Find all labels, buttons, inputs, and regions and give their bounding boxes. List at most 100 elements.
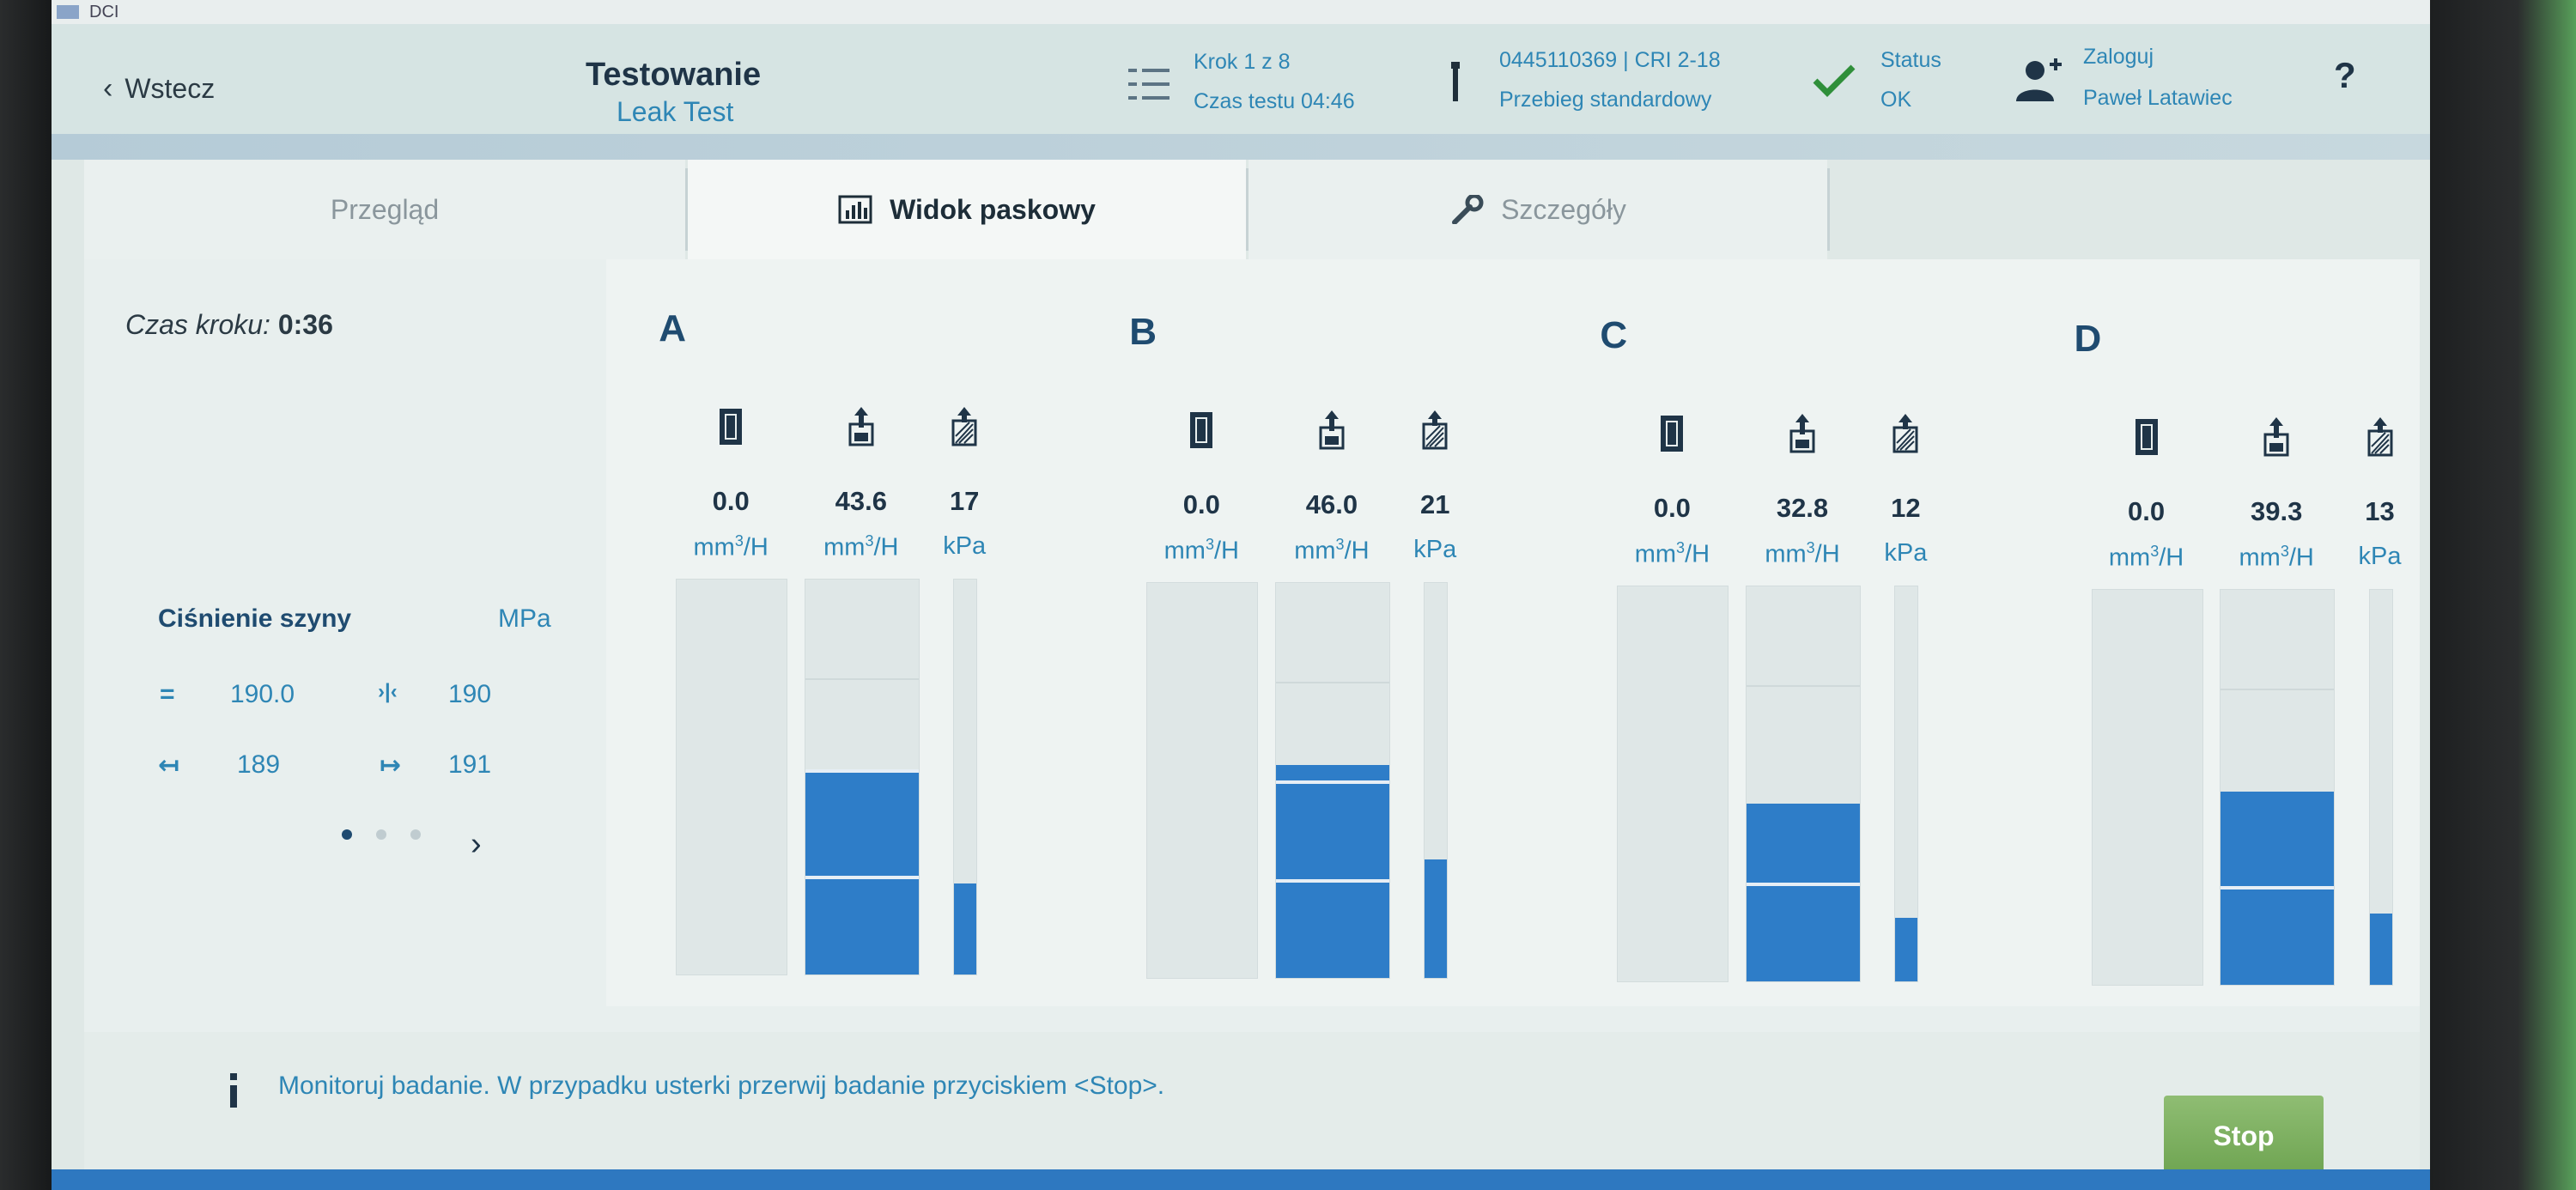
- column-unit: mm3/H: [1765, 539, 1840, 568]
- column-value: 13: [2365, 496, 2395, 526]
- limit-mark: [805, 768, 919, 773]
- run-type: Przebieg standardowy: [1499, 88, 1712, 112]
- test-time: Czas testu 04:46: [1194, 89, 1355, 113]
- injector-icon: [1449, 62, 1461, 101]
- level-bar: [2368, 589, 2393, 986]
- injector-solid-icon: [717, 405, 744, 446]
- tab-label: Szczegóły: [1501, 193, 1626, 225]
- chevron-left-icon: ‹: [103, 72, 113, 105]
- column-value: 39.3: [2250, 496, 2303, 526]
- limit-mark: [805, 876, 919, 879]
- limit-mark: [1275, 780, 1389, 784]
- status-label: Status: [1880, 48, 1941, 72]
- window-titlebar: DCI: [52, 0, 2430, 24]
- page-subtitle: Leak Test: [617, 96, 734, 127]
- column-unit: kPa: [1413, 536, 1457, 563]
- info-icon: [228, 1073, 239, 1108]
- window-title: DCI: [89, 3, 119, 21]
- level-bar: [1146, 582, 1259, 979]
- column-unit: mm3/H: [1634, 539, 1710, 568]
- tab-bar: Przegląd Widok paskowy Szczegóły: [84, 160, 1830, 259]
- injector-solid-icon: [2133, 416, 2160, 457]
- app-icon: [57, 5, 79, 19]
- tab-separator: [685, 168, 688, 251]
- bar-chart-icon: [838, 195, 872, 224]
- column-unit: mm3/H: [2239, 543, 2314, 572]
- column-unit: mm3/H: [823, 532, 899, 562]
- column-value: 32.8: [1776, 493, 1829, 523]
- tab-overview[interactable]: Przegląd: [84, 160, 685, 259]
- help-button[interactable]: ?: [2334, 55, 2356, 95]
- rail-pressure-min: 189: [237, 750, 281, 779]
- part-number: 0445110369 | CRI 2-18: [1499, 48, 1721, 72]
- back-button[interactable]: ‹ Wstecz: [103, 72, 215, 106]
- level-fill: [954, 883, 977, 974]
- user-name: Paweł Latawiec: [2083, 86, 2233, 110]
- level-bar: [1746, 586, 1861, 982]
- monitor-bezel-right: [2430, 0, 2576, 1190]
- level-bar: [1424, 582, 1449, 979]
- injector-pressure-icon: [1421, 409, 1449, 450]
- injector-pressure-icon: [2366, 416, 2394, 457]
- page-dot[interactable]: [376, 829, 386, 840]
- column-value: 12: [1891, 493, 1921, 523]
- back-label: Wstecz: [125, 73, 216, 104]
- monitor-bezel-left: [0, 0, 52, 1190]
- group-letter-a: A: [659, 307, 686, 349]
- column-unit: mm3/H: [1294, 536, 1370, 565]
- page-dot[interactable]: [410, 829, 421, 840]
- tab-bar-view[interactable]: Widok paskowy: [688, 160, 1246, 259]
- column-value: 0.0: [2127, 496, 2166, 526]
- screen: DCI ‹ Wstecz Testowanie Leak Test Krok 1…: [52, 0, 2430, 1190]
- group-letter-c: C: [1600, 314, 1628, 356]
- wrench-icon: [1452, 195, 1484, 224]
- chevron-right-icon[interactable]: ›: [471, 826, 482, 862]
- column-value: 0.0: [1182, 489, 1220, 519]
- injector-bars: A 0.0 mm3/H 43.6 mm3/H 17 kPa B 0.0 mm3/H 46.0 mm3/…: [606, 259, 2420, 1006]
- max-icon: ↦: [380, 751, 402, 780]
- check-icon: [1813, 64, 1856, 97]
- limit-mark: [1747, 883, 1860, 886]
- level-bar: [1274, 582, 1390, 979]
- group-letter-b: B: [1129, 311, 1157, 353]
- column-unit: kPa: [1884, 539, 1928, 567]
- login-label[interactable]: Zaloguj: [2083, 45, 2154, 69]
- level-fill: [1895, 918, 1918, 981]
- status-value: OK: [1880, 88, 1912, 112]
- level-fill: [805, 768, 919, 974]
- column-value: 43.6: [835, 486, 887, 516]
- level-fill: [1747, 804, 1860, 981]
- injector-return-icon: [2263, 416, 2290, 457]
- injector-return-icon: [1318, 409, 1346, 450]
- rail-pressure-target: 190: [448, 680, 492, 708]
- header-divider: [52, 134, 2430, 160]
- step-counter: Krok 1 z 8: [1194, 50, 1291, 74]
- tab-separator: [1827, 168, 1830, 251]
- tab-label: Widok paskowy: [890, 193, 1096, 225]
- header: ‹ Wstecz Testowanie Leak Test Krok 1 z 8…: [52, 24, 2430, 134]
- tab-details[interactable]: Szczegóły: [1249, 160, 1827, 259]
- rail-pressure-current: 190.0: [230, 680, 295, 708]
- tab-label: Przegląd: [330, 193, 440, 225]
- level-bar: [676, 579, 788, 975]
- limit-mark: [2221, 886, 2335, 889]
- rail-pressure-unit: MPa: [498, 604, 551, 633]
- step-time: Czas kroku: 0:36: [125, 309, 333, 340]
- level-bar: [804, 579, 920, 975]
- tab-separator: [1246, 168, 1249, 251]
- level-fill: [1275, 764, 1389, 978]
- page-title: Testowanie: [586, 57, 762, 93]
- stop-button[interactable]: Stop: [2164, 1096, 2324, 1176]
- footer: Monitoruj badanie. W przypadku usterki p…: [84, 1032, 2420, 1176]
- equals-icon: =: [160, 680, 175, 708]
- page-dot[interactable]: [342, 829, 352, 840]
- level-bar: [2220, 589, 2336, 986]
- group-letter-d: D: [2074, 318, 2102, 360]
- target-icon: ›|‹: [378, 680, 398, 703]
- rail-pressure-label: Ciśnienie szyny: [158, 604, 352, 633]
- injector-return-icon: [1789, 412, 1816, 453]
- injector-solid-icon: [1658, 412, 1686, 453]
- bar-view-panel: Czas kroku: 0:36 Ciśnienie szyny MPa = 1…: [84, 259, 2420, 1032]
- user-login-icon[interactable]: [2014, 55, 2066, 103]
- column-unit: mm3/H: [693, 532, 769, 562]
